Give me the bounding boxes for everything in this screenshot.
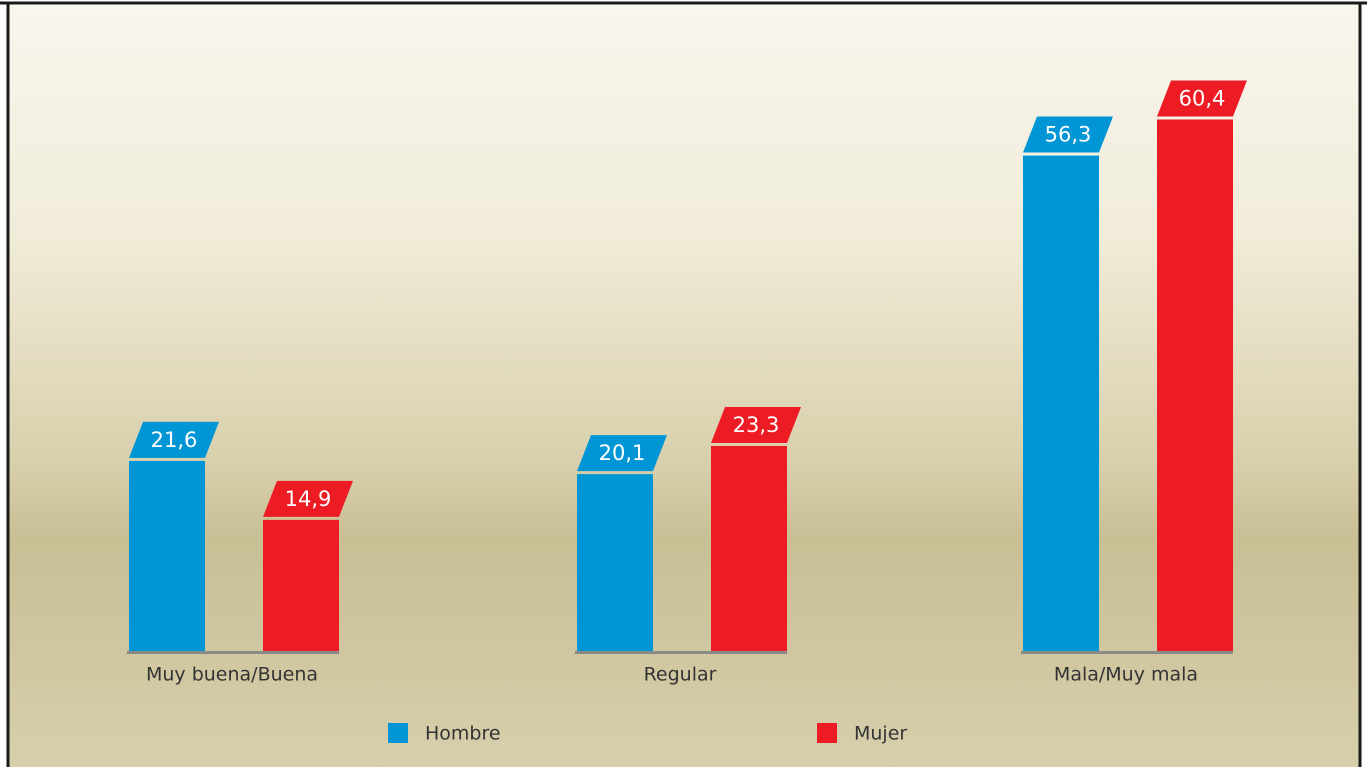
legend-swatch xyxy=(388,723,408,743)
legend-label: Hombre xyxy=(425,723,501,745)
value-tag xyxy=(263,480,353,517)
category-label: Regular xyxy=(644,664,717,686)
value-tag xyxy=(577,435,667,472)
bar xyxy=(577,474,653,651)
value-label: 20,1 xyxy=(599,441,646,465)
value-label: 14,9 xyxy=(285,487,332,511)
value-tag xyxy=(711,406,801,443)
baseline xyxy=(575,651,787,654)
legend-label: Mujer xyxy=(854,723,907,745)
category-label: Muy buena/Buena xyxy=(146,664,318,686)
category-label: Mala/Muy mala xyxy=(1054,664,1198,686)
value-label: 23,3 xyxy=(733,413,780,437)
bar xyxy=(263,519,339,651)
bar xyxy=(1157,119,1233,652)
legend-swatch xyxy=(817,723,837,743)
value-label: 56,3 xyxy=(1045,123,1092,147)
value-tag xyxy=(1157,80,1247,117)
value-tag xyxy=(129,421,219,458)
background xyxy=(8,5,1360,767)
baseline xyxy=(127,651,339,654)
baseline xyxy=(1021,651,1233,654)
bar xyxy=(129,460,205,651)
value-label: 21,6 xyxy=(151,428,198,452)
value-label: 60,4 xyxy=(1179,86,1226,110)
bar xyxy=(1023,155,1099,651)
bar xyxy=(711,445,787,651)
value-tag xyxy=(1023,116,1113,153)
